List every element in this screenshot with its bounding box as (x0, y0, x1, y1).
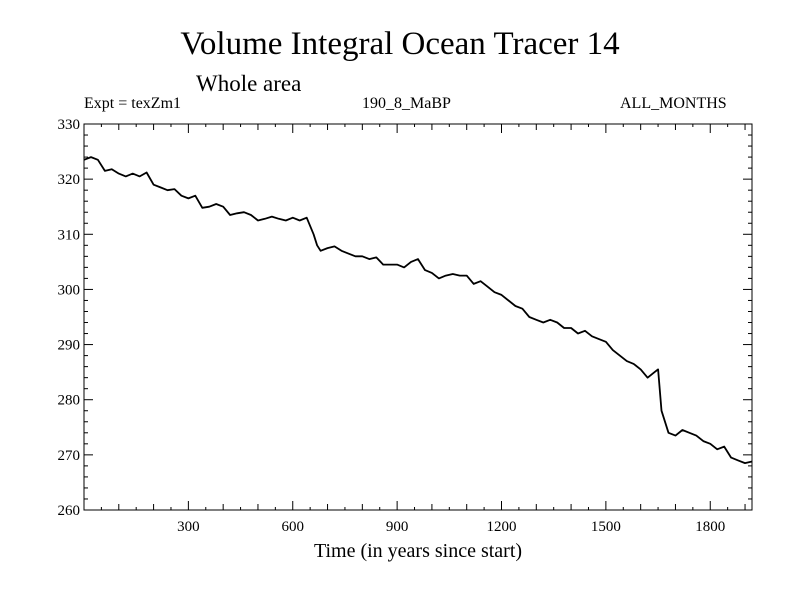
axis-ticks (84, 123, 752, 511)
experiment-label: Expt = texZm1 (84, 95, 182, 112)
x-tick-label: 900 (386, 519, 409, 535)
tick-labels: 300 600 900 1200 1500 1800 260 270 280 290 300 310 3… (58, 117, 726, 535)
x-tick-label: 300 (177, 519, 200, 535)
y-tick-label: 290 (58, 338, 81, 354)
x-tick-label: 1200 (487, 519, 517, 535)
y-tick-label: 310 (58, 227, 81, 243)
y-tick-label: 330 (58, 117, 81, 133)
y-tick-label: 270 (58, 448, 81, 464)
y-tick-label: 280 (58, 393, 81, 409)
y-tick-label: 300 (58, 282, 81, 298)
tracer-series-line (83, 156, 753, 464)
x-tick-label: 600 (282, 519, 305, 535)
months-label: ALL_MONTHS (620, 95, 727, 112)
series-group (83, 156, 753, 464)
x-tick-label: 1500 (591, 519, 621, 535)
period-label: 190_8_MaBP (362, 95, 451, 112)
y-tick-label: 260 (58, 503, 81, 519)
x-axis-label: Time (in years since start) (314, 540, 522, 562)
chart-subtitle: Whole area (196, 71, 302, 96)
plot-frame (83, 123, 753, 511)
chart-title: Volume Integral Ocean Tracer 14 (180, 26, 620, 62)
y-tick-label: 320 (58, 172, 81, 188)
x-tick-label: 1800 (695, 519, 725, 535)
